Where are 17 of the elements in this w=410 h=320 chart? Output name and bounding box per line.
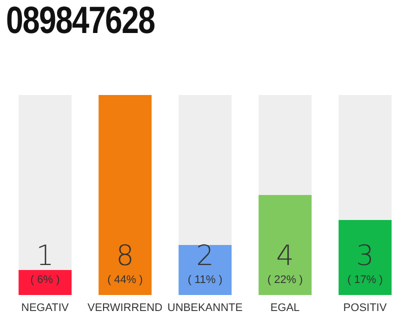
annotation: ( 44% ) bbox=[107, 274, 143, 286]
data-label: 4 bbox=[276, 239, 294, 272]
x-tick-label: EGAL bbox=[270, 302, 300, 314]
annotation: ( 22% ) bbox=[267, 274, 303, 286]
x-tick-label: UNBEKANNTE bbox=[167, 302, 243, 314]
annotation: ( 6% ) bbox=[30, 274, 60, 286]
data-label: 2 bbox=[196, 239, 214, 272]
bar bbox=[18, 270, 72, 295]
data-label: 3 bbox=[356, 239, 374, 272]
x-tick-label: NEGATIV bbox=[21, 302, 70, 314]
annotation: ( 17% ) bbox=[347, 274, 383, 286]
data-label: 1 bbox=[36, 239, 54, 272]
x-tick-label: POSITIV bbox=[343, 302, 388, 314]
annotation: ( 11% ) bbox=[188, 274, 222, 286]
data-label: 8 bbox=[116, 239, 134, 272]
x-tick-label: VERWIRREND bbox=[88, 302, 163, 314]
chart-title: 089847628 bbox=[6, 0, 155, 43]
